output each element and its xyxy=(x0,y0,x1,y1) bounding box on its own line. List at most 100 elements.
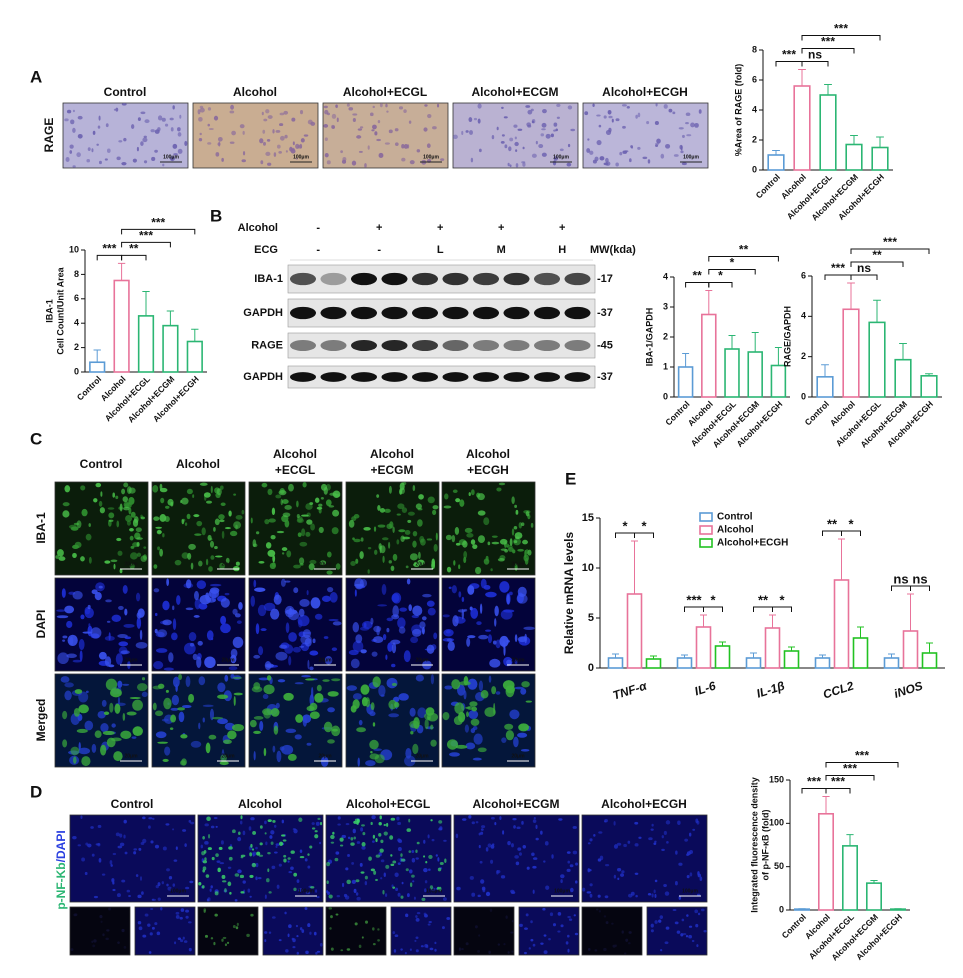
micrograph-texture xyxy=(270,830,275,835)
micrograph-texture xyxy=(660,153,665,159)
micrograph-texture xyxy=(292,646,301,653)
micrograph-texture xyxy=(689,849,693,855)
micrograph-texture xyxy=(209,540,215,548)
micrograph-texture xyxy=(216,860,221,863)
micrograph-texture xyxy=(478,844,481,849)
micrograph-texture xyxy=(531,153,537,158)
micrograph-texture xyxy=(290,866,294,871)
micrograph-texture xyxy=(458,564,461,570)
scale-bar-label: 100μm xyxy=(554,888,570,894)
micrograph-texture xyxy=(485,555,489,561)
micrograph-texture xyxy=(219,562,225,570)
micrograph-texture xyxy=(104,158,108,161)
micrograph-texture xyxy=(232,608,238,615)
bar xyxy=(920,375,938,398)
micrograph-texture xyxy=(298,619,303,628)
micrograph-texture xyxy=(427,923,431,926)
micrograph-texture xyxy=(272,129,275,134)
bar xyxy=(626,593,643,669)
micrograph-texture xyxy=(251,862,257,868)
micrograph-texture xyxy=(296,951,299,955)
significance-label: *** xyxy=(139,229,153,243)
micrograph-texture xyxy=(443,505,452,509)
micrograph-texture xyxy=(430,739,437,747)
micrograph-texture xyxy=(278,489,287,496)
micrograph-texture xyxy=(276,750,282,763)
error-bar xyxy=(847,282,855,310)
column-header: Alcohol xyxy=(176,457,220,471)
micrograph-texture xyxy=(697,912,701,916)
micrograph-texture xyxy=(480,828,484,831)
micrograph-texture xyxy=(567,105,573,110)
micrograph-texture xyxy=(692,828,696,831)
micrograph-texture xyxy=(112,881,115,885)
micrograph-texture xyxy=(412,484,416,492)
blot-band xyxy=(473,272,499,286)
blot-band xyxy=(290,372,316,382)
significance-label: * xyxy=(730,256,735,270)
micrograph-texture xyxy=(135,592,141,602)
micrograph-texture xyxy=(447,739,459,750)
micrograph-texture xyxy=(168,652,174,663)
micrograph-texture xyxy=(346,103,350,107)
micrograph-texture xyxy=(475,821,479,824)
micrograph-texture xyxy=(355,558,359,564)
micrograph-texture xyxy=(293,872,298,877)
micrograph-texture xyxy=(120,730,132,739)
micrograph-texture xyxy=(358,944,362,949)
micrograph-texture xyxy=(553,122,558,127)
micrograph-texture xyxy=(316,896,320,899)
micrograph-texture xyxy=(98,651,107,660)
micrograph-texture xyxy=(207,107,212,111)
micrograph-texture xyxy=(80,815,83,820)
legend-label: Alcohol xyxy=(717,525,754,536)
micrograph-texture xyxy=(548,937,551,941)
significance-label: *** xyxy=(834,22,848,36)
micrograph-texture xyxy=(444,493,449,500)
micrograph-texture xyxy=(694,909,699,914)
micrograph-texture xyxy=(506,659,512,665)
micrograph-texture xyxy=(314,830,318,833)
micrograph-texture xyxy=(327,586,334,593)
micrograph-texture xyxy=(499,538,508,545)
blot-band xyxy=(564,372,591,382)
micrograph-texture xyxy=(177,132,182,137)
micrograph-texture xyxy=(142,816,146,820)
blot-band xyxy=(351,272,377,286)
micrograph-texture xyxy=(387,642,393,652)
micrograph-texture xyxy=(115,832,120,837)
micrograph-texture xyxy=(500,548,507,551)
blot-band xyxy=(351,340,377,351)
blot-band xyxy=(534,306,560,320)
micrograph-texture xyxy=(396,539,400,545)
micrograph-texture xyxy=(471,489,475,496)
micrograph-texture xyxy=(193,514,200,518)
micrograph-texture xyxy=(404,951,407,955)
lane-label: + xyxy=(437,222,443,234)
micrograph-texture xyxy=(519,923,523,928)
micrograph-texture xyxy=(367,569,370,574)
micrograph-texture xyxy=(409,553,418,561)
micrograph-texture xyxy=(170,127,174,132)
micrograph-texture xyxy=(404,530,411,535)
micrograph-texture xyxy=(273,152,277,157)
micrograph-texture xyxy=(506,594,510,605)
micrograph-texture xyxy=(85,690,89,694)
micrograph-texture xyxy=(326,160,331,165)
micrograph-texture xyxy=(293,564,301,569)
micrograph-texture xyxy=(680,145,683,151)
micrograph-texture xyxy=(446,566,452,573)
micrograph-texture xyxy=(589,838,593,842)
micrograph-texture xyxy=(221,157,224,162)
micrograph-texture xyxy=(256,851,261,856)
micrograph xyxy=(325,906,387,956)
micrograph-texture xyxy=(392,886,396,889)
micrograph-texture xyxy=(440,158,445,161)
micrograph-texture xyxy=(437,867,442,872)
micrograph-texture xyxy=(408,604,412,612)
micrograph-texture xyxy=(236,922,239,926)
micrograph-texture xyxy=(386,822,389,827)
micrograph-texture xyxy=(242,130,245,135)
micrograph-texture xyxy=(696,944,699,948)
micrograph-texture xyxy=(157,546,161,551)
